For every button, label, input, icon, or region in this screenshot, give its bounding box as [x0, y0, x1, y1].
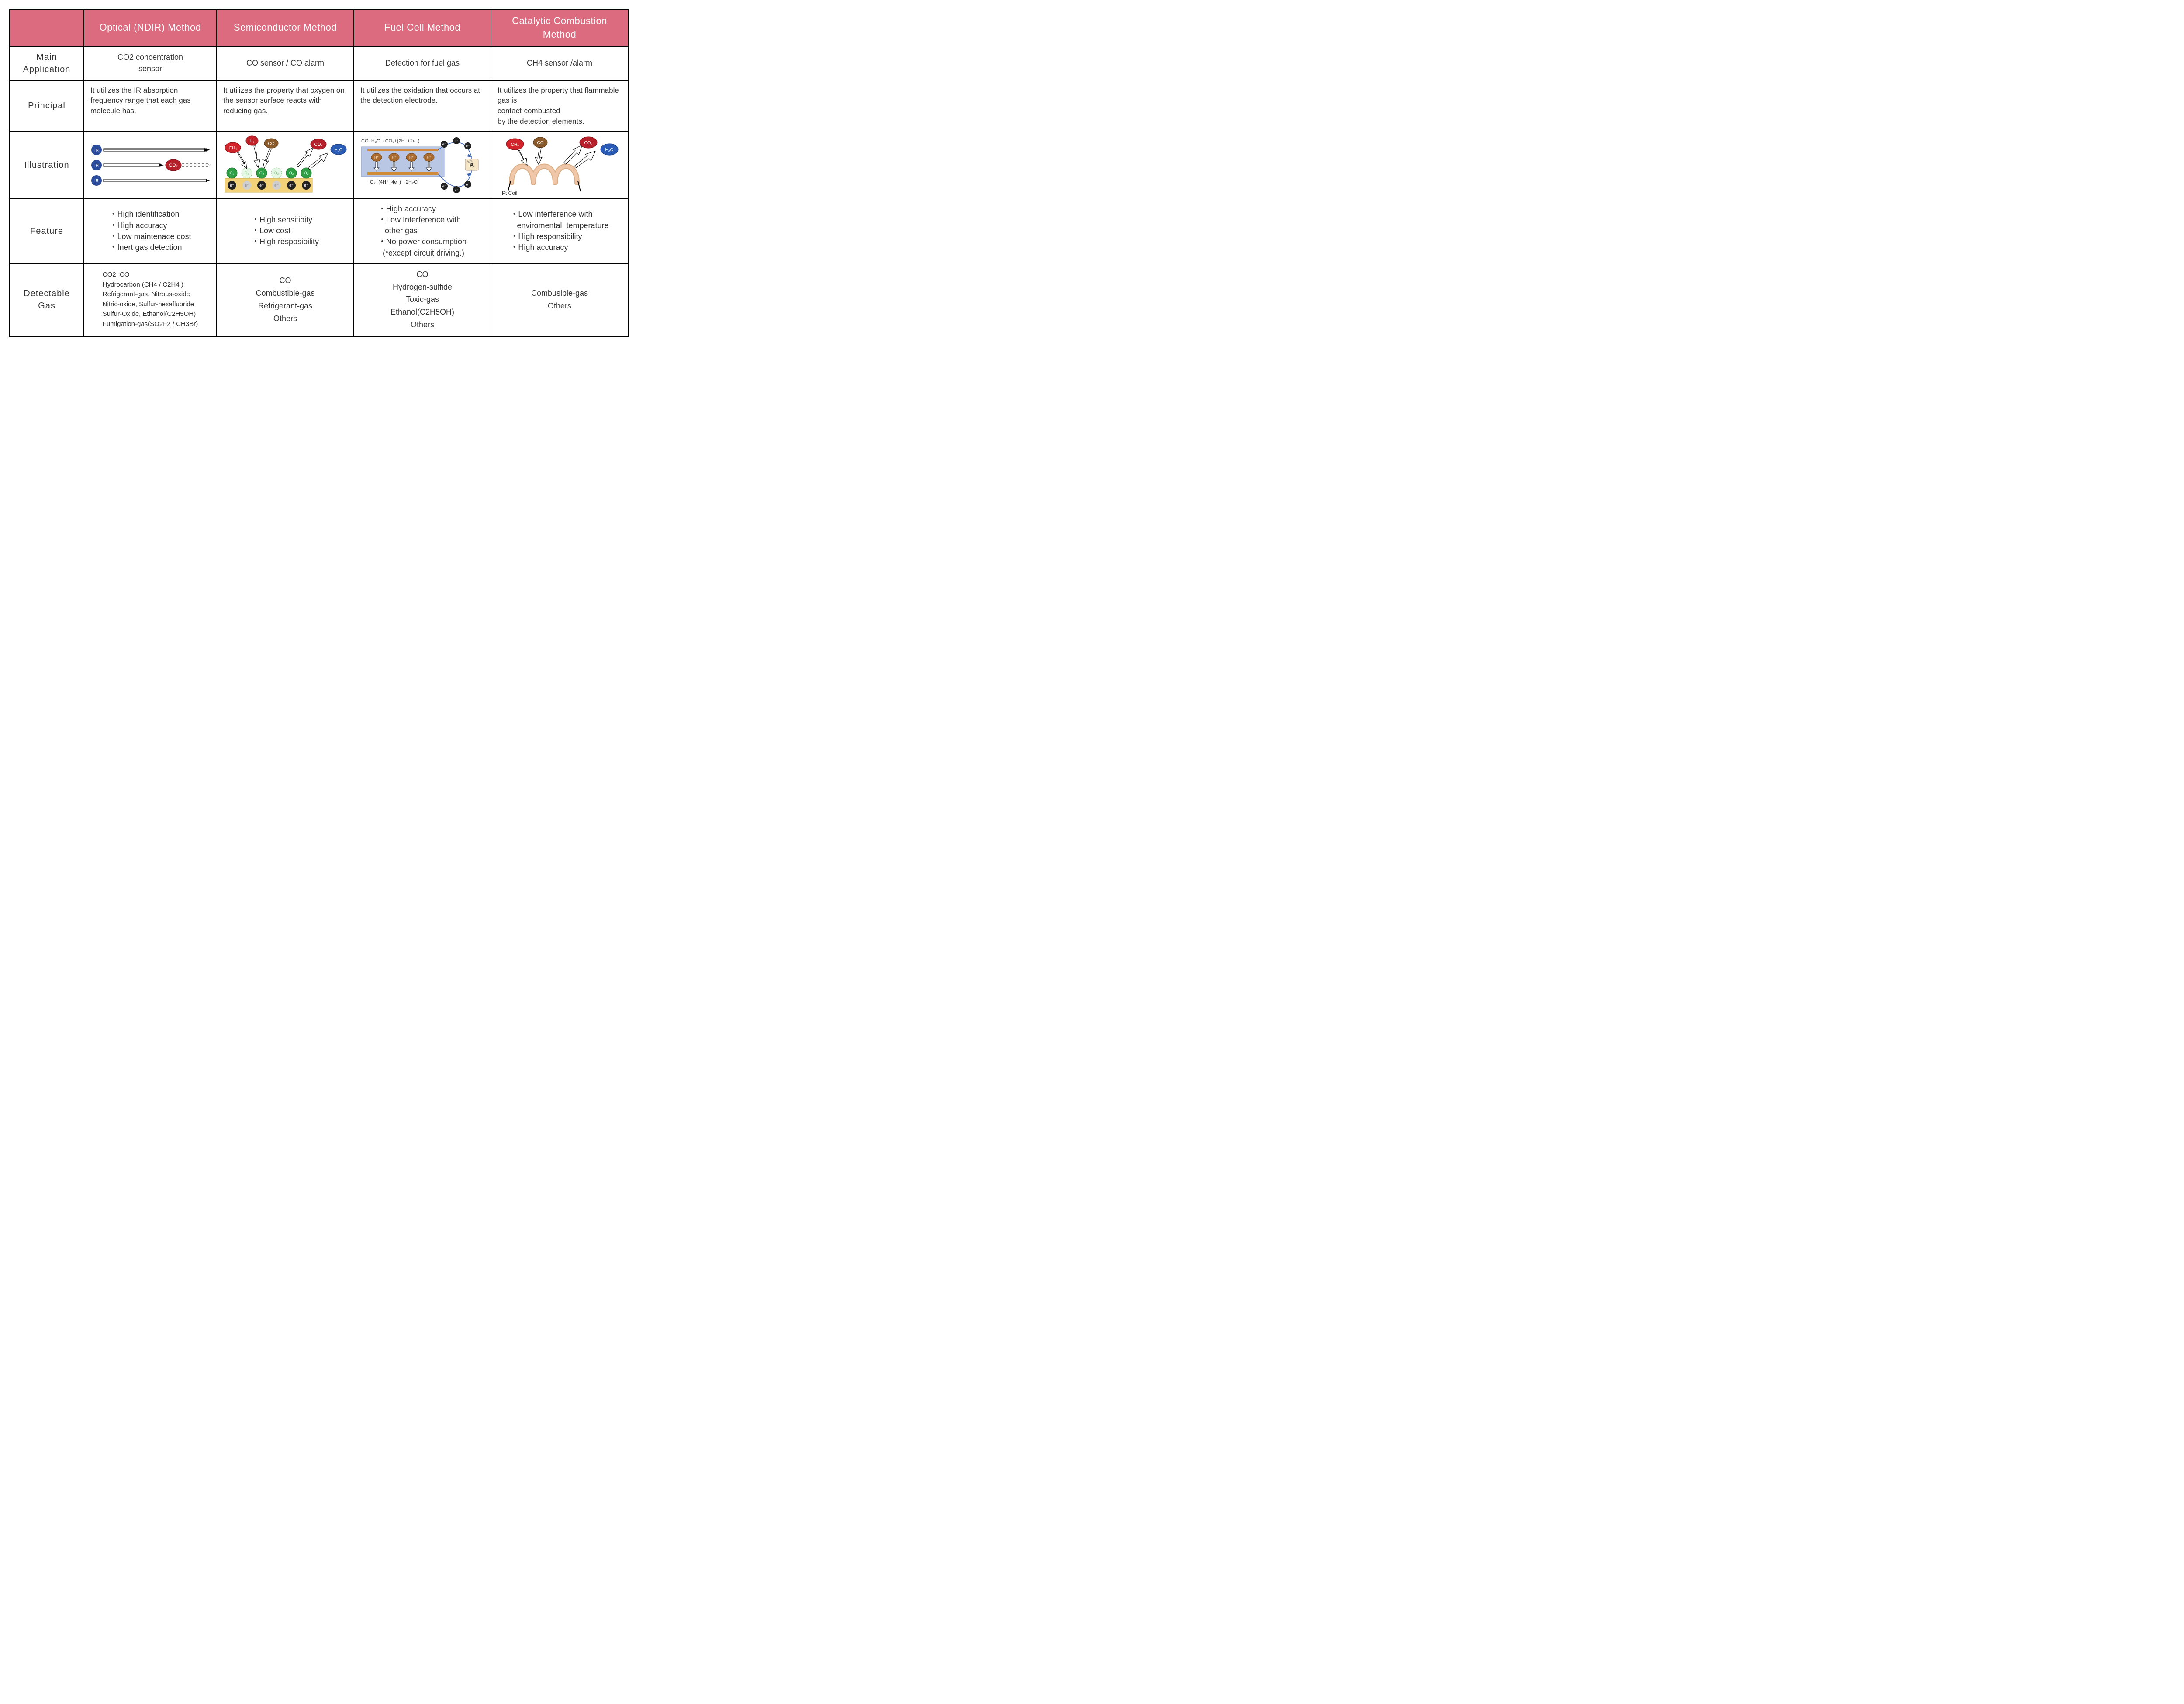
svg-text:O₂: O₂: [245, 171, 249, 175]
comparison-table: Optical (NDIR) Method Semiconductor Meth…: [9, 9, 629, 337]
svg-text:e⁻: e⁻: [442, 142, 446, 146]
svg-text:O₂: O₂: [304, 171, 309, 175]
rowlabel-principal: Principal: [10, 80, 84, 132]
mainapp-col2: CO sensor / CO alarm: [217, 46, 354, 80]
svg-text:O₂: O₂: [230, 171, 235, 175]
svg-text:e⁻: e⁻: [455, 188, 459, 192]
mainapp-col3: Detection for fuel gas: [354, 46, 491, 80]
svg-text:CH₄: CH₄: [511, 142, 519, 147]
header-col3: Fuel Cell Method: [354, 10, 491, 46]
catalytic-svg: Pt Coil CH₄ CO CO₂ H₂O: [494, 135, 625, 196]
svg-text:H⁺: H⁺: [374, 156, 379, 159]
svg-text:Pt Coil: Pt Coil: [502, 190, 517, 196]
svg-text:e⁻: e⁻: [455, 139, 459, 143]
svg-text:A: A: [470, 161, 474, 168]
rowlabel-illustration: Illustration: [10, 132, 84, 199]
svg-text:e⁻: e⁻: [442, 184, 446, 188]
rowlabel-gas: Detectable Gas: [10, 263, 84, 336]
gas-col4: Combusible-gas Others: [491, 263, 628, 336]
svg-text:O₂: O₂: [259, 171, 264, 175]
fuelcell-svg: CO+H₂O→CO₂+(2H⁺+2e⁻) H⁺ H⁺ H⁺ H⁺ O₂+(4H⁺…: [357, 135, 488, 196]
illustration-semiconductor: e⁻ e⁻ e⁻ e⁻ e⁻ e⁻ O₂ O₂ O₂ O₂ O₂ O₂ CH₄ …: [217, 132, 354, 199]
svg-text:e⁻: e⁻: [466, 144, 470, 148]
fc-eq-bot: O₂+(4H⁺+4e⁻)→2H₂O: [370, 180, 418, 185]
header-col4: Catalytic Combustion Method: [491, 10, 628, 46]
svg-text:e⁻: e⁻: [466, 183, 470, 187]
mainapp-col1: CO2 concentration sensor: [84, 46, 217, 80]
svg-text:CO: CO: [268, 142, 275, 146]
svg-text:CO₂: CO₂: [584, 141, 593, 145]
illustration-fuelcell: CO+H₂O→CO₂+(2H⁺+2e⁻) H⁺ H⁺ H⁺ H⁺ O₂+(4H⁺…: [354, 132, 491, 199]
header-col1: Optical (NDIR) Method: [84, 10, 217, 46]
ndir-svg: IR IR IR CO₂: [87, 137, 214, 194]
svg-text:H⁺: H⁺: [427, 156, 431, 159]
svg-text:H₂O: H₂O: [335, 148, 343, 152]
svg-text:O₂: O₂: [274, 171, 279, 175]
gas-col3: CO Hydrogen-sulfide Toxic-gas Ethanol(C2…: [354, 263, 491, 336]
fc-eq-top: CO+H₂O→CO₂+(2H⁺+2e⁻): [361, 139, 420, 144]
rowlabel-feature: Feature: [10, 199, 84, 263]
rowlabel-main-app: Main Application: [10, 46, 84, 80]
svg-text:e⁻: e⁻: [304, 183, 308, 187]
svg-text:e⁻: e⁻: [274, 183, 279, 187]
svg-text:O₂: O₂: [289, 171, 294, 175]
svg-text:IR: IR: [94, 163, 99, 168]
svg-text:e⁻: e⁻: [289, 183, 294, 187]
svg-text:e⁻: e⁻: [259, 183, 264, 187]
feature-col4: ・Low interference with enviromental temp…: [491, 199, 628, 263]
principal-col1: It utilizes the IR absorption frequency …: [84, 80, 217, 132]
feature-col1: ・High identification・High accuracy・Low m…: [84, 199, 217, 263]
illustration-catalytic: Pt Coil CH₄ CO CO₂ H₂O: [491, 132, 628, 199]
svg-text:H⁺: H⁺: [409, 156, 414, 159]
svg-text:H₂: H₂: [249, 139, 254, 144]
semiconductor-svg: e⁻ e⁻ e⁻ e⁻ e⁻ e⁻ O₂ O₂ O₂ O₂ O₂ O₂ CH₄ …: [220, 135, 351, 196]
svg-text:H⁺: H⁺: [392, 156, 396, 159]
svg-text:CH₄: CH₄: [229, 146, 237, 151]
principal-col3: It utilizes the oxidation that occurs at…: [354, 80, 491, 132]
svg-text:CO₂: CO₂: [314, 142, 323, 147]
mainapp-col4: CH4 sensor /alarm: [491, 46, 628, 80]
svg-text:CO₂: CO₂: [169, 163, 178, 168]
gas-col2: CO Combustible-gas Refrigerant-gas Other…: [217, 263, 354, 336]
feature-col3: ・High accuracy・Low Interference with oth…: [354, 199, 491, 263]
principal-col2: It utilizes the property that oxygen on …: [217, 80, 354, 132]
svg-text:CO: CO: [537, 141, 544, 145]
feature-col2: ・High sensitibity・Low cost・High resposib…: [217, 199, 354, 263]
svg-text:e⁻: e⁻: [230, 183, 234, 187]
header-blank: [10, 10, 84, 46]
header-col2: Semiconductor Method: [217, 10, 354, 46]
svg-text:IR: IR: [94, 179, 99, 184]
svg-text:e⁻: e⁻: [245, 183, 249, 187]
gas-col1: CO2, CO Hydrocarbon (CH4 / C2H4 ) Refrig…: [84, 263, 217, 336]
svg-text:IR: IR: [94, 148, 99, 153]
illustration-ndir: IR IR IR CO₂: [84, 132, 217, 199]
principal-col4: It utilizes the property that flammable …: [491, 80, 628, 132]
svg-text:H₂O: H₂O: [605, 148, 614, 152]
